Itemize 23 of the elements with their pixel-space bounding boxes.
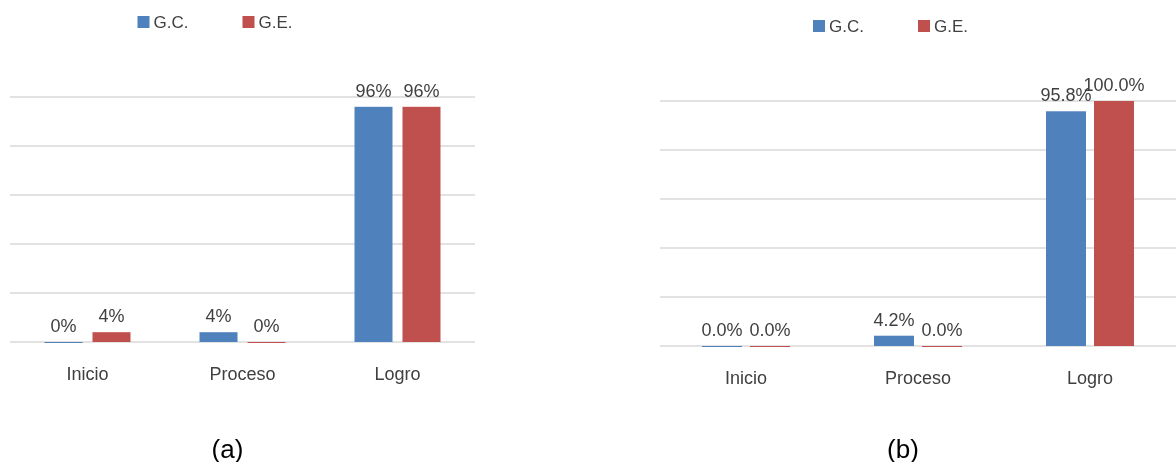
data-label: 0.0% bbox=[749, 320, 791, 340]
x-tick-label: Inicio bbox=[66, 364, 109, 384]
data-label: 96% bbox=[355, 80, 392, 101]
x-tick-label: Inicio bbox=[724, 368, 768, 388]
x-tick-label: Logro bbox=[1066, 368, 1114, 388]
data-label: 0.0% bbox=[921, 320, 963, 340]
x-tick-label: Logro bbox=[374, 364, 421, 384]
x-tick-label: Proceso bbox=[884, 368, 952, 388]
legend-label: G.E. bbox=[258, 13, 293, 32]
data-label: 4.2% bbox=[873, 309, 915, 330]
data-label: 96% bbox=[403, 80, 440, 101]
data-label: 0% bbox=[50, 316, 77, 336]
legend-label: G.C. bbox=[829, 17, 864, 36]
data-label: 0% bbox=[253, 316, 280, 336]
bar bbox=[1046, 111, 1086, 346]
x-tick-label: Proceso bbox=[209, 364, 276, 384]
bar bbox=[874, 335, 914, 346]
legend-label: G.C. bbox=[153, 13, 189, 32]
data-label: 0.0% bbox=[701, 320, 743, 340]
legend-label: G.E. bbox=[934, 17, 969, 36]
bar bbox=[1094, 101, 1134, 346]
data-label: 4% bbox=[205, 306, 232, 327]
data-label: 4% bbox=[98, 306, 125, 327]
